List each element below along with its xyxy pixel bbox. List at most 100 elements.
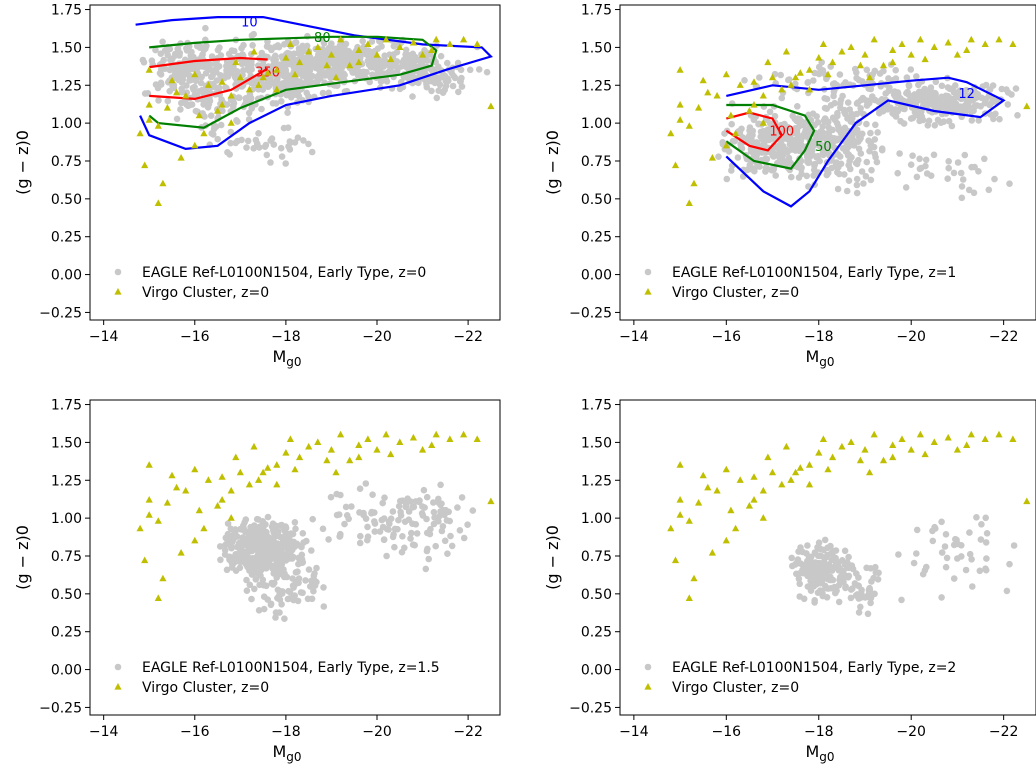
eagle-point	[200, 46, 208, 54]
eagle-point	[272, 100, 280, 107]
eagle-point	[792, 80, 799, 88]
eagle-point	[292, 525, 299, 533]
virgo-point	[387, 55, 395, 63]
eagle-point	[849, 132, 856, 140]
y-tick-label: 0.25	[51, 230, 82, 246]
y-tick-label: 1.50	[51, 435, 82, 451]
eagle-point	[811, 599, 818, 606]
eagle-point	[895, 551, 902, 558]
eagle-point	[405, 508, 413, 515]
eagle-point	[336, 70, 343, 77]
eagle-point	[846, 157, 853, 165]
virgo-point	[745, 107, 753, 114]
legend-virgo-label: Virgo Cluster, z=0	[142, 680, 269, 696]
eagle-point	[419, 503, 426, 510]
eagle-point	[950, 169, 958, 177]
virgo-point	[829, 58, 837, 66]
eagle-point	[830, 92, 837, 100]
y-tick-label: 0.75	[581, 549, 612, 565]
eagle-point	[816, 70, 823, 77]
y-tick-label: 1.50	[51, 40, 82, 56]
eagle-point	[305, 566, 313, 573]
legend-virgo-label: Virgo Cluster, z=0	[672, 680, 799, 696]
virgo-point	[227, 119, 235, 126]
x-tick-label: −20	[896, 724, 926, 740]
eagle-point	[243, 587, 251, 594]
eagle-point	[228, 47, 236, 54]
eagle-point	[217, 121, 225, 129]
eagle-point	[448, 542, 456, 550]
eagle-point	[437, 501, 444, 509]
virgo-point	[214, 107, 222, 114]
eagle-point	[320, 40, 328, 47]
virgo-point	[191, 536, 199, 544]
legend-virgo-marker	[114, 288, 122, 295]
y-tick-label: 1.25	[51, 78, 82, 94]
virgo-point	[232, 58, 240, 66]
virgo-point	[953, 51, 961, 58]
eagle-point	[818, 59, 825, 66]
eagle-point	[223, 62, 230, 70]
virgo-point	[759, 119, 767, 126]
x-tick-label: −14	[89, 329, 119, 345]
eagle-point	[365, 61, 373, 68]
eagle-point	[990, 115, 997, 123]
eagle-point	[237, 525, 244, 533]
y-tick-label: 0.75	[51, 549, 82, 565]
virgo-point	[154, 594, 162, 601]
eagle-point	[965, 186, 973, 194]
eagle-point	[226, 151, 233, 158]
eagle-point	[364, 533, 372, 540]
y-tick-label: 0.25	[581, 625, 612, 641]
eagle-point	[981, 99, 989, 107]
eagle-point	[957, 169, 965, 177]
eagle-point	[341, 520, 348, 528]
virgo-point	[355, 58, 363, 66]
eagle-point	[769, 152, 776, 159]
plot-area	[136, 430, 495, 622]
eagle-point	[308, 547, 315, 554]
eagle-point	[408, 529, 415, 537]
x-tick-label: −18	[804, 329, 834, 345]
panel-bottom-left: −0.25 0.00 0.25 0.50 0.75 1.00 1.25 1.50 1.75 −14…	[13, 398, 501, 764]
eagle-point	[327, 493, 335, 501]
eagle-point	[804, 79, 811, 86]
virgo-point	[419, 51, 427, 58]
eagle-point	[874, 129, 881, 136]
eagle-point	[371, 518, 378, 525]
eagle-point	[778, 121, 785, 129]
virgo-point	[953, 446, 961, 453]
eagle-point	[308, 148, 316, 156]
eagle-point	[308, 577, 315, 585]
virgo-point	[432, 430, 440, 438]
virgo-point	[191, 70, 199, 78]
eagle-point	[439, 89, 447, 96]
panel-bottom-right: −0.25 0.00 0.25 0.50 0.75 1.00 1.25 1.50 1.75 −14…	[543, 398, 1036, 764]
virgo-point	[296, 453, 304, 461]
eagle-point	[240, 67, 247, 74]
eagle-point	[871, 150, 879, 158]
eagle-point	[715, 153, 722, 160]
eagle-point	[246, 581, 254, 589]
virgo-point	[337, 35, 345, 43]
eagle-point	[977, 536, 985, 543]
virgo-point	[819, 40, 827, 47]
eagle-point	[782, 133, 790, 140]
eagle-point	[738, 125, 745, 133]
eagle-point	[280, 542, 288, 549]
eagle-point	[924, 122, 932, 129]
eagle-point	[907, 115, 915, 122]
eagle-point	[846, 153, 854, 160]
eagle-point	[381, 494, 388, 502]
eagle-point	[823, 171, 831, 179]
eagle-point	[852, 159, 860, 167]
eagle-point	[855, 609, 863, 616]
x-tick-label: −14	[619, 724, 649, 740]
eagle-point	[1010, 542, 1018, 549]
eagle-point	[186, 77, 193, 84]
virgo-point	[750, 496, 758, 503]
eagle-point	[844, 136, 852, 144]
eagle-point	[254, 62, 262, 69]
contour-label: 50	[815, 140, 832, 155]
eagle-point	[290, 584, 297, 591]
